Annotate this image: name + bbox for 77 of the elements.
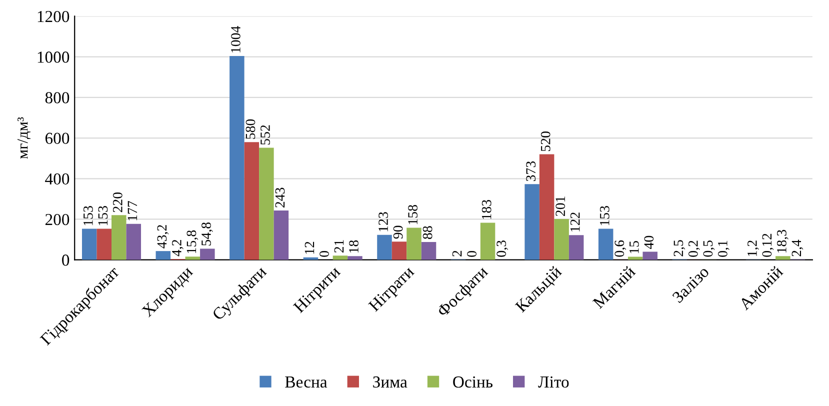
data-label: 0,5 — [703, 240, 715, 257]
data-label: 243 — [275, 188, 285, 208]
bar — [96, 228, 112, 260]
data-label: 0,1 — [718, 240, 730, 257]
data-label: 15 — [630, 241, 639, 254]
data-label: 18,3 — [777, 230, 788, 252]
bar — [480, 222, 496, 260]
data-label: 552 — [260, 125, 270, 145]
bar — [377, 234, 392, 260]
legend-label: Літо — [538, 376, 569, 388]
data-label: 0 — [467, 250, 477, 257]
y-tick-label: 800 — [45, 92, 70, 104]
data-label: 90 — [393, 226, 403, 239]
data-label: 2,5 — [674, 240, 686, 256]
bar — [539, 154, 554, 260]
data-label: 21 — [334, 240, 344, 253]
y-tick-label: 1200 — [38, 10, 70, 22]
data-label: 153 — [84, 206, 93, 226]
data-label: 15,8 — [186, 230, 198, 253]
data-label: 1004 — [231, 26, 240, 52]
bar — [421, 242, 436, 260]
bar — [554, 219, 569, 260]
legend-label: Осінь — [453, 376, 493, 388]
data-label: 153 — [600, 206, 610, 226]
bar — [82, 228, 97, 260]
bar — [642, 252, 658, 260]
bar — [598, 228, 614, 260]
bar — [244, 142, 260, 260]
data-label: 201 — [556, 196, 566, 216]
bar — [776, 256, 790, 260]
data-label: 12 — [304, 242, 314, 254]
legend-label: Весна — [285, 376, 328, 388]
bar — [112, 215, 126, 260]
data-label: 4,2 — [172, 240, 184, 256]
bar — [348, 256, 362, 260]
bar — [392, 242, 407, 260]
bar — [230, 56, 244, 260]
legend-label: Зима — [373, 376, 408, 388]
data-label: 220 — [112, 192, 122, 212]
data-label: 0,2 — [688, 240, 700, 257]
data-label: 520 — [540, 132, 550, 152]
y-tick-label: 1000 — [38, 52, 70, 63]
data-label: 2,4 — [792, 240, 804, 256]
data-label: 88 — [422, 226, 432, 240]
data-label: 0,6 — [614, 240, 626, 257]
bar — [568, 235, 584, 260]
bar — [406, 228, 422, 260]
bar — [126, 224, 142, 260]
data-label: 373 — [526, 161, 536, 182]
bar — [259, 148, 274, 260]
data-label: 183 — [482, 200, 492, 220]
bar — [200, 248, 215, 260]
data-label: 43,2 — [157, 225, 169, 248]
bar — [524, 184, 540, 260]
bar — [332, 256, 348, 260]
y-tick-label: 200 — [45, 214, 70, 226]
data-label: 54,8 — [202, 222, 213, 246]
data-label: 153 — [98, 206, 108, 226]
data-label: 122 — [570, 212, 580, 232]
data-label: 0 — [320, 250, 329, 257]
data-label: 0,3 — [496, 240, 508, 257]
data-label: 2 — [452, 250, 462, 256]
data-label: 18 — [349, 240, 358, 253]
bar — [156, 251, 171, 260]
y-tick-label: 0 — [62, 254, 70, 266]
y-axis-title: мг/дм³ — [18, 117, 31, 159]
bar — [185, 256, 200, 260]
data-label: 40 — [644, 236, 654, 250]
y-tick-label: 400 — [45, 173, 70, 185]
y-tick-label: 600 — [45, 132, 70, 144]
data-label: 0,12 — [762, 234, 774, 257]
data-label: 123 — [378, 212, 388, 232]
data-label: 158 — [408, 205, 418, 224]
data-label: 580 — [246, 119, 256, 139]
data-label: 177 — [128, 201, 137, 220]
data-label: 1,2 — [748, 240, 759, 256]
bar — [274, 210, 289, 260]
